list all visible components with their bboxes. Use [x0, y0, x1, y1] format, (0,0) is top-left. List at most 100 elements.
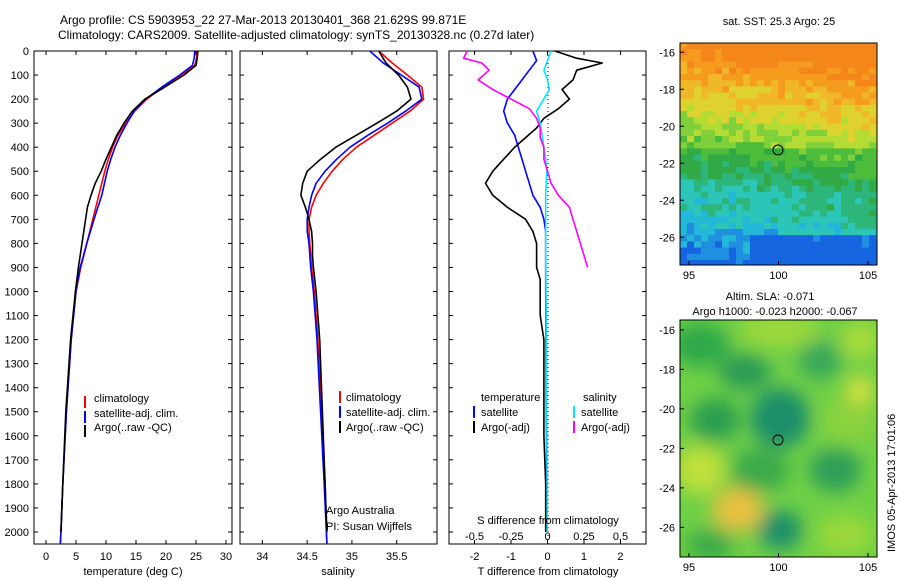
sst-cell — [806, 92, 814, 100]
salinity-axis-label: salinity — [321, 566, 355, 578]
sst-cell — [785, 129, 793, 137]
sst-cell — [687, 67, 695, 75]
sst-cell — [792, 148, 800, 156]
sst-cell — [736, 123, 744, 131]
sst-cell — [708, 204, 716, 211]
sst-cell — [743, 167, 751, 174]
sst-cell — [701, 160, 709, 168]
sst-cell — [687, 204, 695, 211]
sst-cell — [715, 43, 723, 50]
header-line-2: Climatology: CARS2009. Satellite-adjuste… — [58, 28, 534, 42]
sst-cell — [680, 179, 688, 187]
x-tick-label: -2 — [470, 551, 480, 563]
sst-cell — [778, 148, 786, 156]
sst-cell — [848, 198, 856, 205]
sst-cell — [722, 198, 730, 205]
sst-cell — [806, 67, 814, 75]
sst-cell — [687, 160, 695, 168]
sst-cell — [778, 105, 786, 112]
sst-cell — [764, 222, 772, 230]
sst-cell — [855, 98, 863, 106]
y-tick-label: 1100 — [5, 311, 29, 323]
sst-cell — [778, 154, 786, 162]
sst-cell — [687, 229, 695, 236]
sst-cell — [862, 222, 870, 230]
sst-cell — [729, 160, 737, 168]
sst-cell — [848, 129, 856, 137]
sst-cell — [820, 160, 828, 168]
map-x-tick-label: 105 — [859, 270, 877, 282]
sst-cell — [806, 154, 814, 162]
sst-cell — [729, 148, 737, 156]
sst-cell — [813, 98, 821, 106]
sst-cell — [827, 80, 835, 87]
sst-cell — [827, 241, 835, 249]
sst-cell — [764, 260, 772, 265]
sst-cell — [799, 167, 807, 174]
sst-cell — [848, 123, 856, 131]
sst-cell — [778, 49, 786, 56]
sst-cell — [757, 191, 765, 199]
sst-cell — [785, 55, 793, 63]
sst-cell — [785, 86, 793, 94]
sst-cell — [694, 266, 702, 273]
sst-cell — [694, 167, 702, 174]
sst-cell — [862, 148, 870, 156]
sst-cell — [827, 229, 835, 236]
sst-cell — [848, 229, 856, 236]
sst-cell — [687, 111, 695, 118]
sst-cell — [736, 210, 744, 218]
map-y-tick-label: -20 — [659, 404, 675, 416]
series-line — [535, 50, 552, 532]
sst-cell — [771, 74, 779, 81]
sst-cell — [729, 266, 737, 273]
y-tick-label: 0 — [23, 46, 29, 58]
sst-cell — [813, 210, 821, 218]
sst-cell — [708, 210, 716, 218]
sst-cell — [834, 86, 842, 94]
sst-cell — [778, 111, 786, 118]
sst-cell — [869, 136, 877, 143]
sst-cell — [722, 160, 730, 168]
sst-cell — [736, 86, 744, 94]
sst-cell — [736, 216, 744, 224]
x-tick-label: 25 — [190, 551, 202, 563]
sst-cell — [736, 92, 744, 100]
sst-cell — [764, 235, 772, 242]
sst-cell — [848, 111, 856, 118]
sst-cell — [722, 117, 730, 125]
sst-cell — [841, 222, 849, 230]
sst-cell — [785, 216, 793, 224]
sst-cell — [729, 49, 737, 56]
sst-cell — [729, 123, 737, 131]
sst-cell — [848, 148, 856, 156]
sst-cell — [862, 136, 870, 143]
sst-cell — [743, 222, 751, 230]
sst-cell — [764, 160, 772, 168]
sst-cell — [701, 222, 709, 230]
sst-cell — [806, 86, 814, 94]
sst-cell — [722, 210, 730, 218]
sst-cell — [799, 67, 807, 75]
sst-cell — [848, 204, 856, 211]
sst-cell — [792, 216, 800, 224]
sst-cell — [813, 142, 821, 149]
sst-cell — [778, 80, 786, 87]
sst-cell — [792, 204, 800, 211]
sst-cell — [743, 173, 751, 180]
sst-cell — [694, 123, 702, 131]
sst-cell — [806, 253, 814, 261]
sst-cell — [799, 173, 807, 180]
sst-cell — [827, 160, 835, 168]
sst-cell — [869, 92, 877, 100]
sst-cell — [862, 74, 870, 81]
sst-cell — [869, 148, 877, 156]
sst-cell — [848, 136, 856, 143]
sst-cell — [806, 61, 814, 69]
sst-cell — [806, 148, 814, 156]
sst-cell — [869, 204, 877, 211]
sst-cell — [743, 67, 751, 75]
sst-cell — [792, 235, 800, 242]
sst-cell — [743, 179, 751, 187]
